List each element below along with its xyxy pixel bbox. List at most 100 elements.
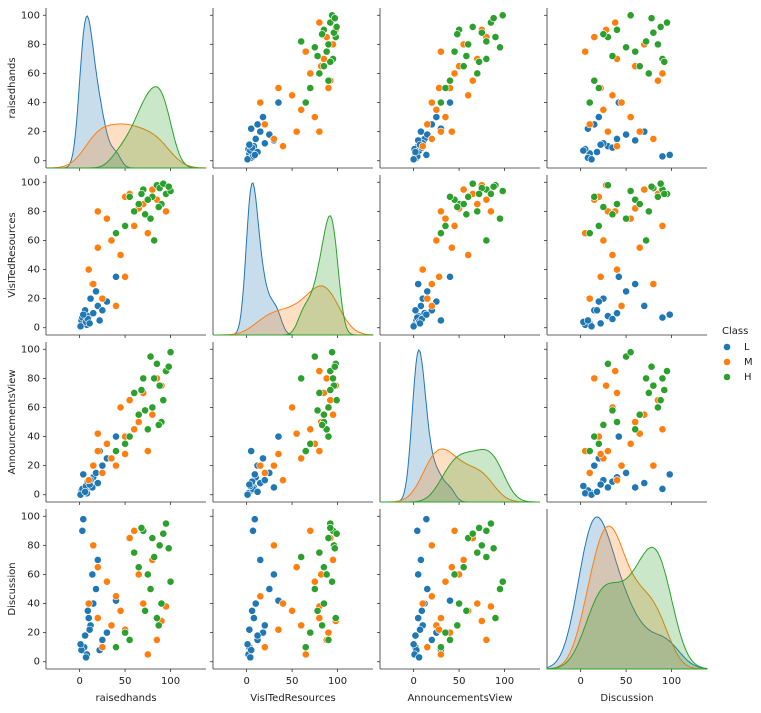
scatter-point [446,272,454,281]
scatter-point [143,195,152,204]
scatter-point [85,625,94,634]
scatter-point [306,69,315,78]
scatter-point [245,480,254,489]
scatter-point [437,98,445,107]
scatter-point [604,359,612,368]
scatter-point [423,643,432,652]
scatter-point [437,229,445,238]
scatter-point [613,418,621,426]
y-axis-label: raisedhands [7,57,18,118]
scatter-point [143,570,152,579]
scatter-point [150,374,159,383]
scatter-point [324,432,333,441]
scatter-point [447,243,456,252]
scatter-point [116,606,125,615]
scatter-point [654,76,662,85]
scatter-point [635,243,644,252]
scatter-point [487,519,495,528]
legend-marker [723,343,731,351]
scatter-point [315,367,324,375]
scatter-point [93,207,102,216]
scatter-point [498,187,507,195]
scatter-point [613,25,621,34]
scatter-point [253,631,262,640]
scatter-point [256,461,265,470]
scatter-point [310,113,319,121]
y-tick-label: 100 [21,511,40,522]
scatter-point [107,621,116,630]
scatter-point [435,272,443,281]
x-axis-label: AnnouncementsView [407,693,512,704]
scatter-point [310,577,319,586]
scatter-point [279,599,287,608]
scatter-point [613,142,621,151]
scatter-point [98,294,107,303]
scatter-point [328,577,336,586]
scatter-point [432,236,441,245]
scatter-point [658,152,667,161]
scatter-point [459,185,468,194]
scatter-point [320,563,328,572]
y-tick-label: 100 [21,10,40,21]
scatter-point [121,272,129,281]
scatter-point [98,643,107,652]
kde-area [546,525,708,670]
scatter-point [141,606,149,615]
scatter-point [112,272,120,281]
scatter-point [322,47,331,56]
scatter-point [306,439,315,448]
scatter-point [253,487,262,496]
scatter-point [146,352,155,361]
scatter-point [411,148,420,156]
scatter-point [635,62,644,71]
y-tick-label: 40 [27,599,40,610]
scatter-point [164,544,173,553]
scatter-point [453,621,462,630]
scatter-point [274,84,283,92]
scatter-point [427,135,436,143]
scatter-point [301,447,310,455]
scatter-point [270,461,278,470]
scatter-point [656,179,665,188]
scatter-point [599,30,608,39]
scatter-point [450,47,459,56]
scatter-point [450,570,459,579]
scatter-point [608,315,617,323]
scatter-point [112,461,120,470]
scatter-point [324,76,333,85]
scatter-point [459,556,468,564]
scatter-point [640,185,649,194]
scatter-point [153,614,161,622]
scatter-point [154,203,163,211]
scatter-point [103,577,111,586]
scatter-point [581,489,590,498]
scatter-point [324,628,333,637]
scatter-point [76,640,85,649]
y-tick-label: 100 [21,344,40,355]
scatter-point [468,23,477,31]
scatter-point [92,585,100,593]
scatter-point [626,439,635,448]
scatter-point [89,309,98,318]
scatter-point [315,69,324,78]
x-tick-label: 50 [286,676,299,687]
scatter-point [587,322,596,331]
scatter-point [248,606,256,615]
scatter-point [649,135,658,143]
scatter-point [446,636,454,644]
y-tick-label: 20 [27,461,40,472]
scatter-point [93,563,102,572]
scatter-point [274,98,283,107]
scatter-point [635,200,644,208]
scatter-point [256,127,265,136]
scatter-point [409,640,418,649]
scatter-point [409,322,418,331]
scatter-point [593,306,601,315]
scatter-point [139,374,148,383]
x-axis-label: raisedhands [95,693,156,704]
scatter-point [79,470,88,479]
scatter-point [599,421,608,429]
scatter-point [608,406,617,415]
scatter-point [332,396,341,405]
x-tick-label: 100 [662,676,681,687]
